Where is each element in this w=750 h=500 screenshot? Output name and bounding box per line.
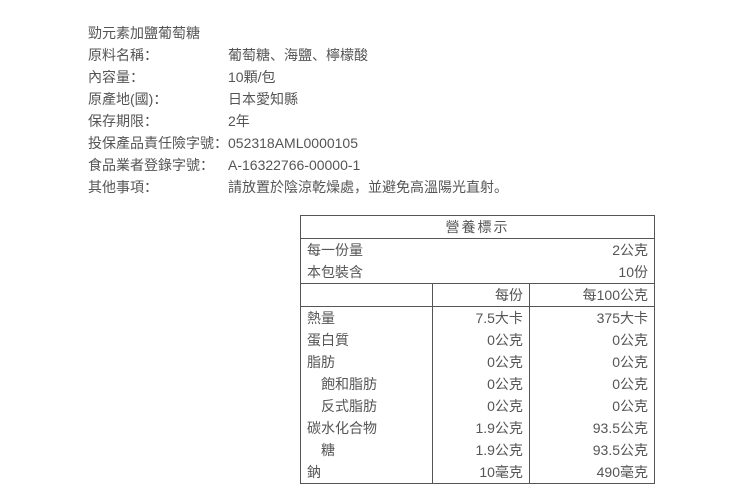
info-label: 投保產品責任險字號： bbox=[88, 132, 228, 154]
info-value: 2年 bbox=[228, 110, 508, 132]
nutrient-name: 反式脂肪 bbox=[301, 395, 433, 417]
nutrient-per-100g: 490毫克 bbox=[529, 461, 654, 484]
nutrient-name: 碳水化合物 bbox=[301, 417, 433, 439]
info-value: 10顆/包 bbox=[228, 66, 508, 88]
info-value: 葡萄糖、海鹽、檸檬酸 bbox=[228, 44, 508, 66]
nutrient-name: 糖 bbox=[301, 439, 433, 461]
package-label: 本包裝含 bbox=[307, 262, 363, 282]
serving-value: 2公克 bbox=[612, 240, 648, 260]
info-label: 其他事項： bbox=[88, 176, 228, 198]
info-value: 052318AML0000105 bbox=[228, 132, 508, 154]
serving-label: 每一份量 bbox=[307, 240, 363, 260]
nutrient-per-100g: 0公克 bbox=[529, 329, 654, 351]
info-value: A-16322766-00000-1 bbox=[228, 154, 508, 176]
nutrient-per-serving: 0公克 bbox=[433, 395, 529, 417]
nutrient-per-100g: 93.5公克 bbox=[529, 439, 654, 461]
info-value: 請放置於陰涼乾燥處，並避免高溫陽光直射。 bbox=[228, 176, 508, 198]
nutrient-per-serving: 7.5大卡 bbox=[433, 307, 529, 330]
col-per-100g: 每100公克 bbox=[529, 284, 654, 307]
nutrient-per-serving: 0公克 bbox=[433, 351, 529, 373]
nutrient-name: 熱量 bbox=[301, 307, 433, 330]
info-label: 保存期限： bbox=[88, 110, 228, 132]
col-per-serving: 每份 bbox=[433, 284, 529, 307]
nutrient-per-serving: 1.9公克 bbox=[433, 417, 529, 439]
nutrition-table: 營養標示 每一份量 2公克 本包裝含 10份 每份 每100公克 熱量7.5大卡… bbox=[300, 215, 655, 484]
nutrient-per-serving: 1.9公克 bbox=[433, 439, 529, 461]
col-blank bbox=[301, 284, 433, 307]
nutrient-per-100g: 93.5公克 bbox=[529, 417, 654, 439]
nutrient-per-serving: 10毫克 bbox=[433, 461, 529, 484]
product-title: 勁元素加鹽葡萄糖 bbox=[88, 22, 200, 44]
info-value: 日本愛知縣 bbox=[228, 88, 508, 110]
info-label: 內容量： bbox=[88, 66, 228, 88]
nutrient-name: 蛋白質 bbox=[301, 329, 433, 351]
nutrient-per-100g: 375大卡 bbox=[529, 307, 654, 330]
product-info: 勁元素加鹽葡萄糖 原料名稱：葡萄糖、海鹽、檸檬酸 內容量：10顆/包 原產地(國… bbox=[88, 22, 508, 198]
nutrient-name: 鈉 bbox=[301, 461, 433, 484]
nutrient-per-100g: 0公克 bbox=[529, 395, 654, 417]
nutrient-per-100g: 0公克 bbox=[529, 373, 654, 395]
info-label: 原料名稱： bbox=[88, 44, 228, 66]
package-value: 10份 bbox=[618, 262, 648, 282]
nutrient-name: 飽和脂肪 bbox=[301, 373, 433, 395]
nutrient-name: 脂肪 bbox=[301, 351, 433, 373]
info-label: 食品業者登錄字號： bbox=[88, 154, 228, 176]
nutrient-per-serving: 0公克 bbox=[433, 373, 529, 395]
nutrient-per-100g: 0公克 bbox=[529, 351, 654, 373]
nutrition-title: 營養標示 bbox=[301, 216, 655, 239]
nutrient-per-serving: 0公克 bbox=[433, 329, 529, 351]
info-label: 原產地(國)： bbox=[88, 88, 228, 110]
